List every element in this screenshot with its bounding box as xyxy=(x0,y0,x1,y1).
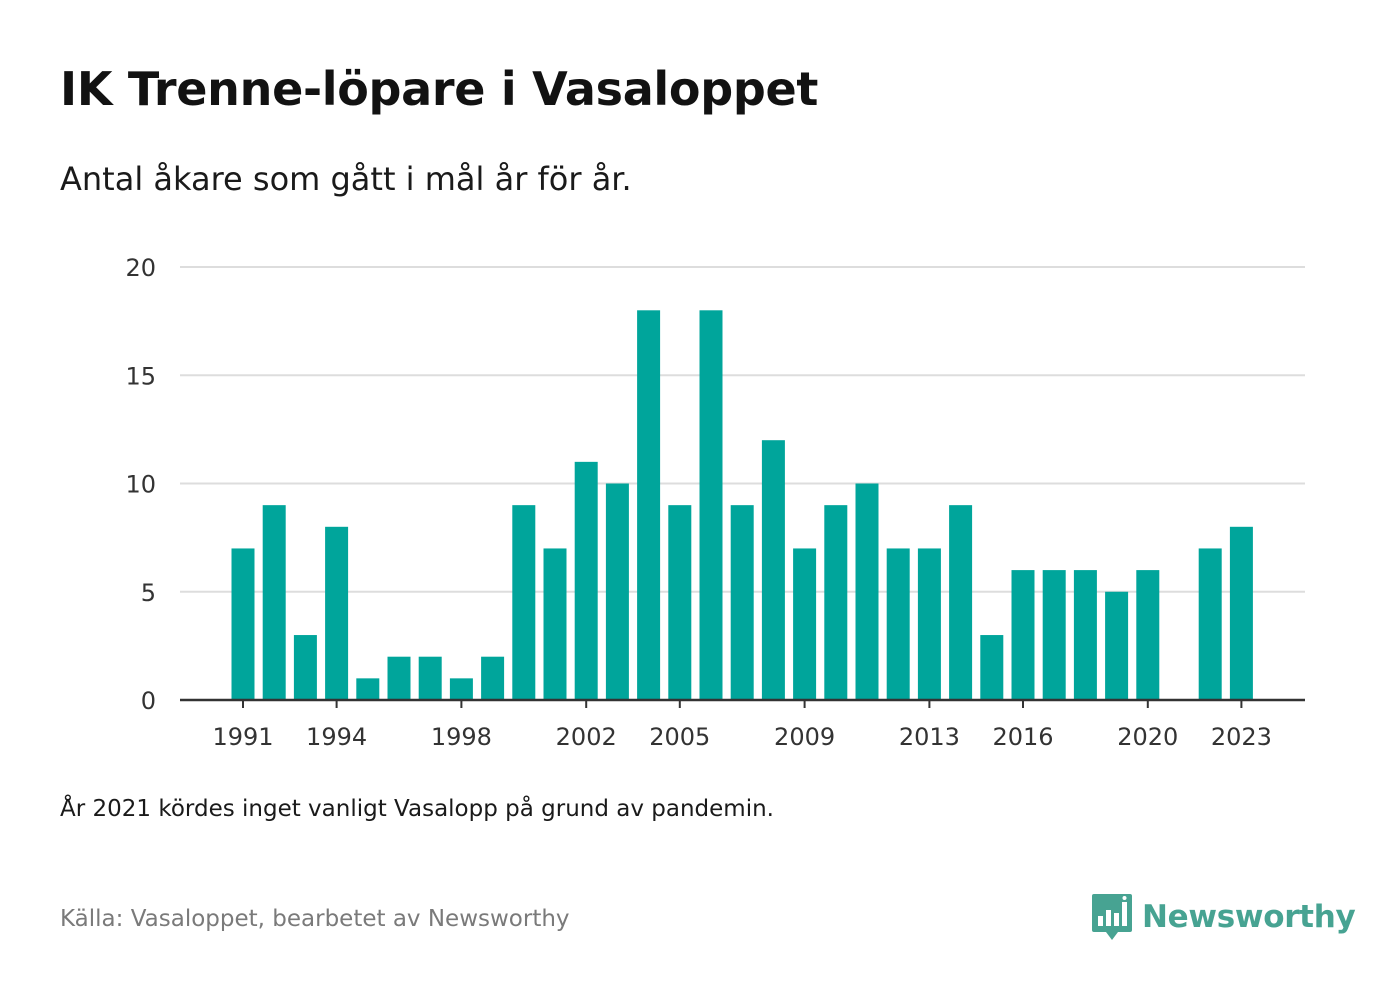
bar xyxy=(637,310,661,700)
x-tick-label: 2016 xyxy=(992,723,1053,751)
x-tick-label: 1994 xyxy=(306,723,367,751)
source-text: Källa: Vasaloppet, bearbetet av Newswort… xyxy=(60,906,570,932)
bar xyxy=(761,440,785,700)
bar xyxy=(325,526,349,700)
bar xyxy=(481,656,505,700)
brand-name: Newsworthy xyxy=(1142,899,1356,935)
bar xyxy=(574,461,598,700)
bar xyxy=(824,505,848,700)
bar xyxy=(449,678,473,700)
x-tick-label: 2020 xyxy=(1117,723,1178,751)
bar xyxy=(730,505,754,700)
bar xyxy=(231,548,255,700)
bar xyxy=(980,635,1004,700)
chart-subtitle: Antal åkare som gått i mål år för år. xyxy=(60,160,632,198)
bar xyxy=(543,548,567,700)
newsworthy-logo-icon xyxy=(1092,894,1132,940)
bar xyxy=(356,678,380,700)
y-tick-label: 15 xyxy=(125,362,156,390)
bar xyxy=(387,656,411,700)
bar xyxy=(1073,570,1097,700)
bar xyxy=(512,505,536,700)
bar xyxy=(605,483,629,700)
bar xyxy=(1042,570,1066,700)
chart-title: IK Trenne-löpare i Vasaloppet xyxy=(60,62,819,116)
bar xyxy=(886,548,910,700)
bar xyxy=(668,505,692,700)
x-tick-label: 2009 xyxy=(774,723,835,751)
x-tick-label: 2002 xyxy=(556,723,617,751)
newsworthy-brand[interactable]: Newsworthy xyxy=(1090,892,1356,942)
x-tick-label: 1998 xyxy=(431,723,492,751)
y-tick-label: 10 xyxy=(125,471,156,499)
y-tick-label: 5 xyxy=(141,579,156,607)
bar xyxy=(1229,526,1253,700)
y-tick-label: 0 xyxy=(141,687,156,715)
bar xyxy=(1198,548,1222,700)
x-tick-label: 2005 xyxy=(649,723,710,751)
bar xyxy=(1136,570,1160,700)
bar xyxy=(1105,591,1129,700)
bar xyxy=(917,548,941,700)
bar xyxy=(793,548,817,700)
x-tick-label: 2023 xyxy=(1211,723,1272,751)
y-tick-label: 20 xyxy=(125,254,156,282)
bar xyxy=(855,483,879,700)
x-tick-label: 2013 xyxy=(899,723,960,751)
bar xyxy=(1011,570,1035,700)
bar xyxy=(293,635,317,700)
bar xyxy=(699,310,723,700)
chart-note: År 2021 kördes inget vanligt Vasalopp på… xyxy=(60,796,774,822)
bar xyxy=(418,656,442,700)
bar xyxy=(949,505,973,700)
x-tick-label: 1991 xyxy=(212,723,273,751)
bar xyxy=(262,505,286,700)
